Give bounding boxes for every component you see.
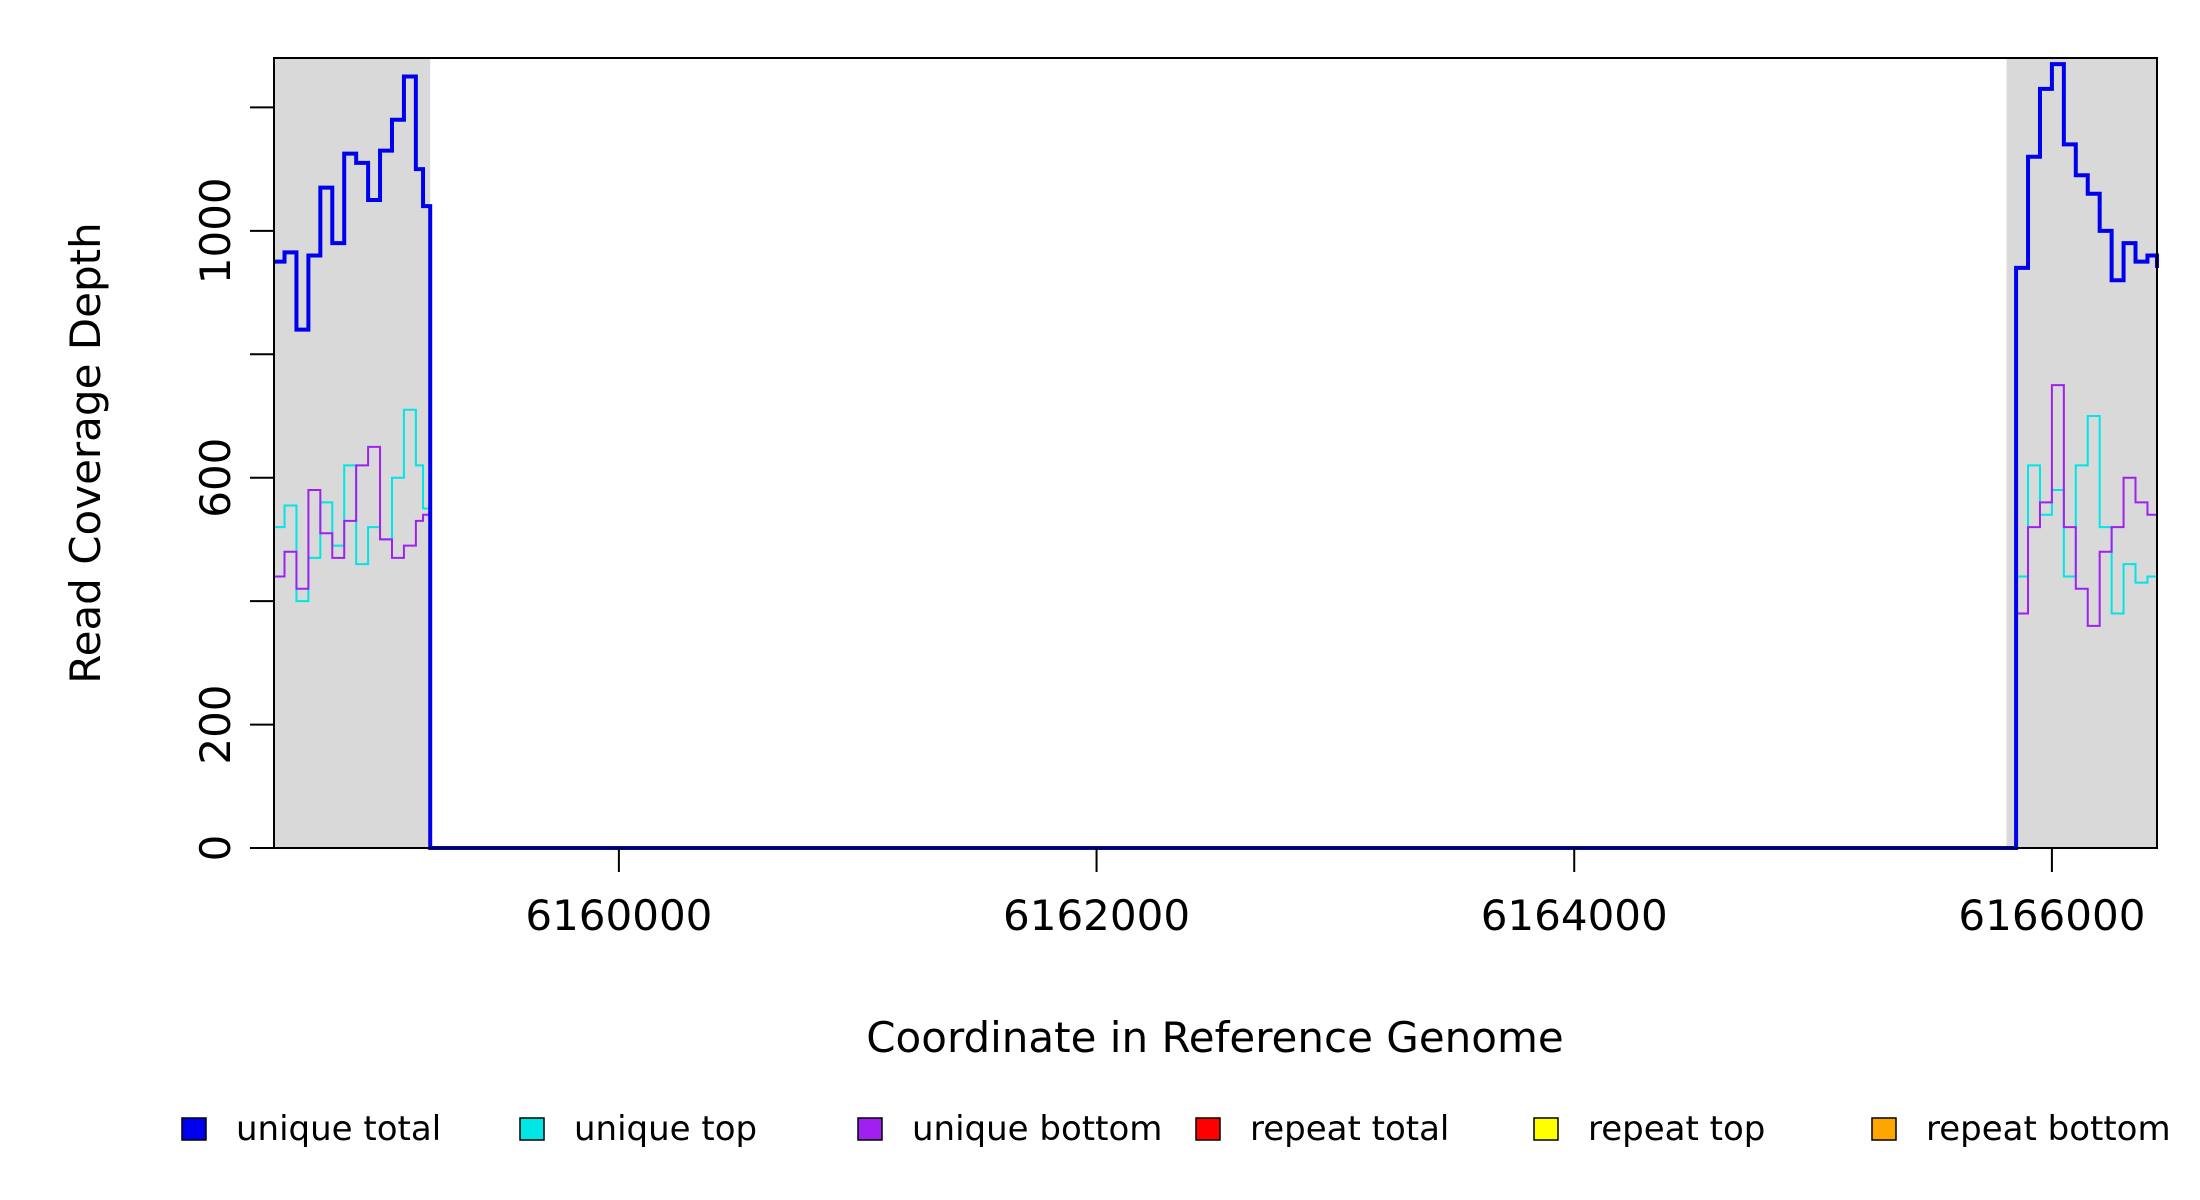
legend-swatch-unique-total <box>181 1117 207 1141</box>
plot-frame <box>273 57 2158 849</box>
series-unique-bottom <box>274 384 2158 849</box>
legend-label-unique-top: unique top <box>574 1109 757 1149</box>
x-tick-label-6160000: 6160000 <box>525 891 712 940</box>
legend-label-repeat-bottom: repeat bottom <box>1926 1109 2171 1149</box>
y-tick-label-200: 200 <box>191 684 240 764</box>
y-axis-label: Read Coverage Depth <box>61 222 110 683</box>
x-axis-label: Coordinate in Reference Genome <box>866 1013 1564 1062</box>
legend: unique total unique top unique bottom repea… <box>181 1109 2171 1149</box>
legend-swatch-unique-bottom <box>857 1117 883 1141</box>
legend-label-repeat-top: repeat top <box>1588 1109 1765 1149</box>
y-tick-label-1000: 1000 <box>191 177 240 284</box>
x-axis: 6160000 6162000 6164000 6166000 <box>525 848 2145 940</box>
shaded-region-0 <box>274 58 431 848</box>
shaded-regions <box>274 58 2157 848</box>
y-tick-label-600: 600 <box>191 438 240 518</box>
series-unique-total <box>274 62 2159 850</box>
legend-label-unique-bottom: unique bottom <box>912 1109 1162 1149</box>
series-lines <box>274 62 2159 850</box>
x-tick-label-6166000: 6166000 <box>1958 891 2145 940</box>
x-tick-label-6164000: 6164000 <box>1481 891 1668 940</box>
legend-swatch-unique-top <box>519 1117 545 1141</box>
legend-swatch-repeat-bottom <box>1871 1117 1897 1141</box>
legend-label-repeat-total: repeat total <box>1250 1109 1449 1149</box>
legend-swatch-repeat-total <box>1195 1117 1221 1141</box>
legend-swatch-repeat-top <box>1533 1117 1559 1141</box>
legend-label-unique-total: unique total <box>236 1109 441 1149</box>
y-axis: 0 200 600 1000 <box>191 106 274 862</box>
x-tick-label-6162000: 6162000 <box>1003 891 1190 940</box>
shaded-region-1 <box>2006 58 2157 848</box>
series-unique-top <box>274 408 2158 849</box>
y-tick-label-0: 0 <box>191 835 240 862</box>
